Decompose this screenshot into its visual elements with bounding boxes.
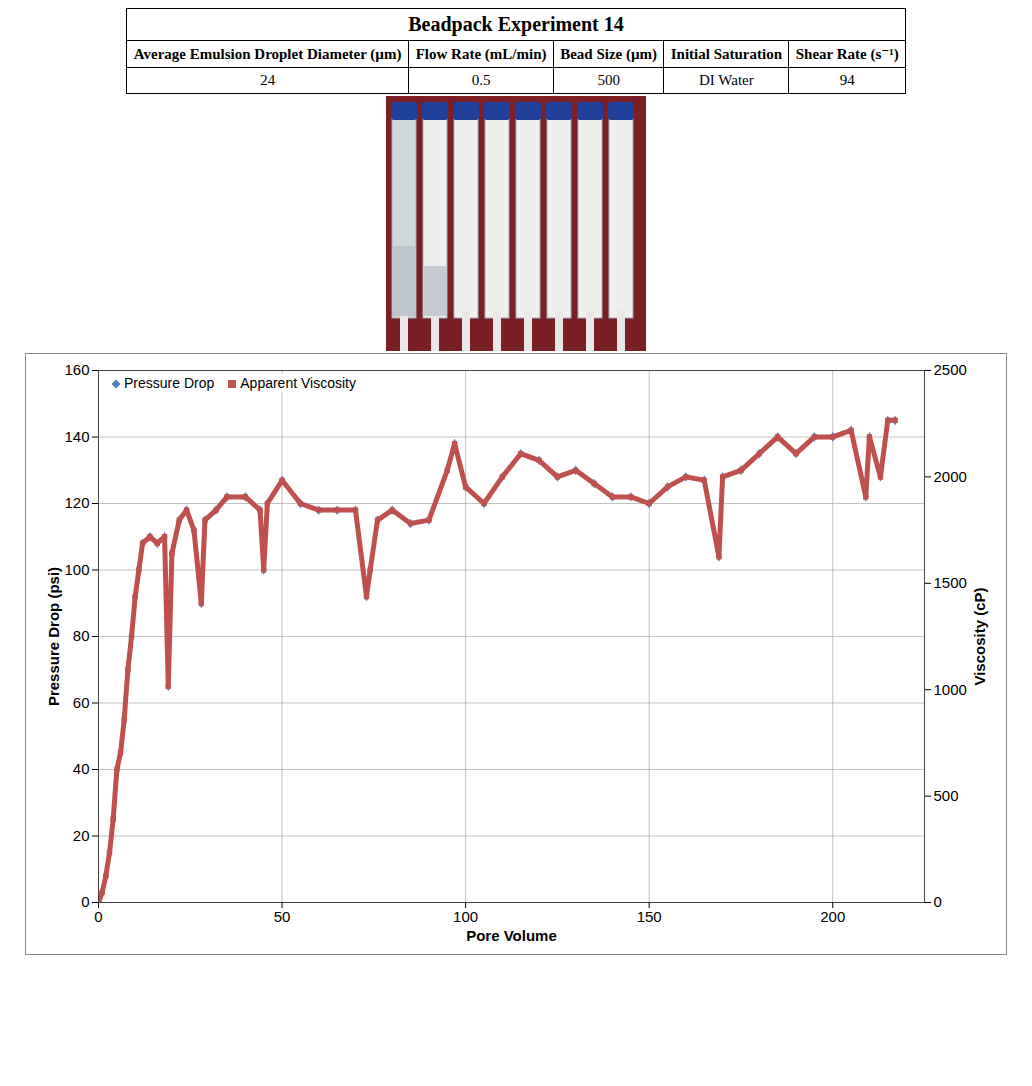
html-text:500: 500 [597, 72, 620, 88]
svg-text:120: 120 [64, 494, 89, 511]
svg-text:500: 500 [934, 787, 959, 804]
svg-text:140: 140 [64, 428, 89, 445]
svg-text:100: 100 [453, 908, 478, 925]
svg-text:40: 40 [73, 760, 90, 777]
svg-text:Pressure Drop (psi): Pressure Drop (psi) [45, 567, 62, 706]
svg-text:150: 150 [637, 908, 662, 925]
html-text:Beadpack Experiment 14: Beadpack Experiment 14 [408, 13, 624, 35]
html-text:Apparent Viscosity: Apparent Viscosity [240, 375, 356, 391]
html-text:Pressure Drop: Pressure Drop [124, 375, 215, 391]
html-text:Initial Saturation: Initial Saturation [670, 45, 782, 62]
html-text:94: 94 [839, 72, 855, 88]
svg-text:2000: 2000 [934, 468, 967, 485]
html-text:Bead Size (µm): Bead Size (µm) [560, 45, 658, 62]
html-text:0.5: 0.5 [471, 72, 491, 88]
html-text:Average Emulsion Droplet Diame: Average Emulsion Droplet Diameter (µm) [133, 45, 402, 62]
svg-text:60: 60 [73, 694, 90, 711]
html-text:DI Water: DI Water [699, 72, 754, 88]
svg-text:50: 50 [274, 908, 291, 925]
html-text:Flow Rate (mL/min): Flow Rate (mL/min) [415, 45, 547, 62]
svg-text:0: 0 [81, 893, 89, 910]
svg-text:0: 0 [934, 893, 942, 910]
svg-text:1000: 1000 [934, 681, 967, 698]
svg-text:2500: 2500 [934, 361, 967, 378]
svg-text:200: 200 [820, 908, 845, 925]
svg-text:0: 0 [94, 908, 102, 925]
html-text:Shear Rate (s⁻¹): Shear Rate (s⁻¹) [795, 46, 899, 62]
svg-text:Pore Volume: Pore Volume [466, 927, 557, 944]
svg-text:1500: 1500 [934, 574, 967, 591]
svg-text:Viscosity (cP): Viscosity (cP) [971, 587, 988, 685]
svg-text:80: 80 [73, 627, 90, 644]
svg-text:100: 100 [64, 561, 89, 578]
html-text:24: 24 [260, 72, 276, 88]
svg-text:160: 160 [64, 361, 89, 378]
svg-text:20: 20 [73, 827, 90, 844]
